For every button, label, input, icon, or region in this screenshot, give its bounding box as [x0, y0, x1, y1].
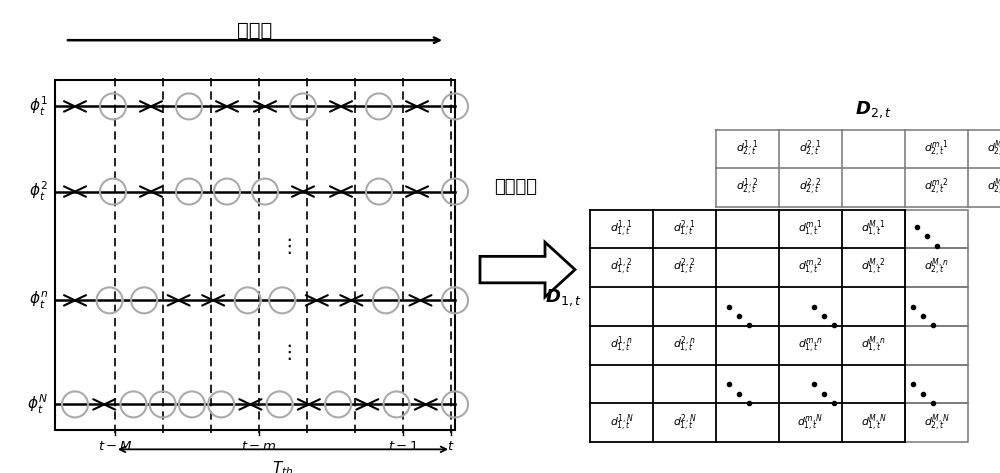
Text: $\boldsymbol{D}_{1,t}$: $\boldsymbol{D}_{1,t}$ [545, 288, 582, 308]
Text: $\vdots$: $\vdots$ [279, 236, 291, 256]
Text: $\phi_t^1$: $\phi_t^1$ [29, 95, 48, 118]
Text: $d_{1,t}^{M,2}$: $d_{1,t}^{M,2}$ [861, 257, 886, 279]
Text: $d_{1,t}^{m,N}$: $d_{1,t}^{m,N}$ [797, 412, 824, 434]
Text: $d_{1,t}^{M,1}$: $d_{1,t}^{M,1}$ [861, 218, 886, 240]
Text: $d_{1,t}^{1,N}$: $d_{1,t}^{1,N}$ [610, 412, 633, 434]
Text: $d_{2,t}^{M,1}$: $d_{2,t}^{M,1}$ [987, 138, 1000, 160]
Text: $d_{1,t}^{M,N}$: $d_{1,t}^{M,N}$ [861, 412, 886, 434]
Text: $d_{1,t}^{m,2}$: $d_{1,t}^{m,2}$ [798, 257, 823, 279]
Text: $t-1$: $t-1$ [388, 440, 418, 453]
Text: $d_{2,t}^{m,2}$: $d_{2,t}^{m,2}$ [924, 177, 949, 199]
Text: 时间线: 时间线 [237, 21, 273, 40]
Bar [905, 210, 968, 248]
Text: $\phi_t^n$: $\phi_t^n$ [29, 290, 48, 311]
Text: $d_{2,t}^{2,1}$: $d_{2,t}^{2,1}$ [799, 138, 822, 160]
Text: $d_{1,t}^{2,N}$: $d_{1,t}^{2,N}$ [673, 412, 696, 434]
Polygon shape [480, 242, 575, 297]
Text: $d_{1,t}^{m,n}$: $d_{1,t}^{m,n}$ [798, 336, 823, 355]
Bar [905, 287, 968, 326]
Text: $d_{2,t}^{M,n}$: $d_{2,t}^{M,n}$ [924, 257, 949, 279]
Text: $d_{1,t}^{2,n}$: $d_{1,t}^{2,n}$ [673, 334, 696, 356]
Text: $d_{1,t}^{2,1}$: $d_{1,t}^{2,1}$ [673, 218, 696, 240]
Text: $d_{2,t}^{M,N}$: $d_{2,t}^{M,N}$ [924, 412, 949, 434]
Text: $d_{1,t}^{1,2}$: $d_{1,t}^{1,2}$ [610, 257, 633, 279]
Bar [905, 248, 968, 287]
Bar [905, 365, 968, 403]
Text: $d_{1,t}^{1,n}$: $d_{1,t}^{1,n}$ [610, 334, 633, 356]
Text: $T_{th}$: $T_{th}$ [272, 460, 294, 473]
Text: $\phi_t^2$: $\phi_t^2$ [29, 180, 48, 203]
Text: $d_{1,t}^{1,1}$: $d_{1,t}^{1,1}$ [610, 218, 633, 240]
Text: $t$: $t$ [447, 440, 455, 453]
Text: $d_{2,t}^{M,2}$: $d_{2,t}^{M,2}$ [987, 177, 1000, 199]
Text: 状态重构: 状态重构 [494, 178, 538, 196]
Text: $\phi_t^N$: $\phi_t^N$ [27, 393, 48, 416]
Bar [905, 403, 968, 442]
Text: $\vdots$: $\vdots$ [279, 342, 291, 362]
Text: $t-m$: $t-m$ [241, 440, 277, 453]
Text: $d_{2,t}^{1,1}$: $d_{2,t}^{1,1}$ [736, 138, 759, 160]
Text: $d_{2,t}^{m,1}$: $d_{2,t}^{m,1}$ [924, 138, 949, 160]
Text: $d_{2,t}^{1,2}$: $d_{2,t}^{1,2}$ [736, 177, 759, 199]
Bar [905, 326, 968, 365]
Text: $d_{2,t}^{2,2}$: $d_{2,t}^{2,2}$ [799, 177, 822, 199]
Text: $t-M$: $t-M$ [98, 440, 132, 453]
Text: $\boldsymbol{D}_{2,t}$: $\boldsymbol{D}_{2,t}$ [855, 99, 892, 120]
Text: $d_{1,t}^{M,n}$: $d_{1,t}^{M,n}$ [861, 334, 886, 356]
Text: $d_{1,t}^{2,2}$: $d_{1,t}^{2,2}$ [673, 257, 696, 279]
Bar [55, 80, 455, 430]
Text: $d_{1,t}^{m,1}$: $d_{1,t}^{m,1}$ [798, 218, 823, 240]
